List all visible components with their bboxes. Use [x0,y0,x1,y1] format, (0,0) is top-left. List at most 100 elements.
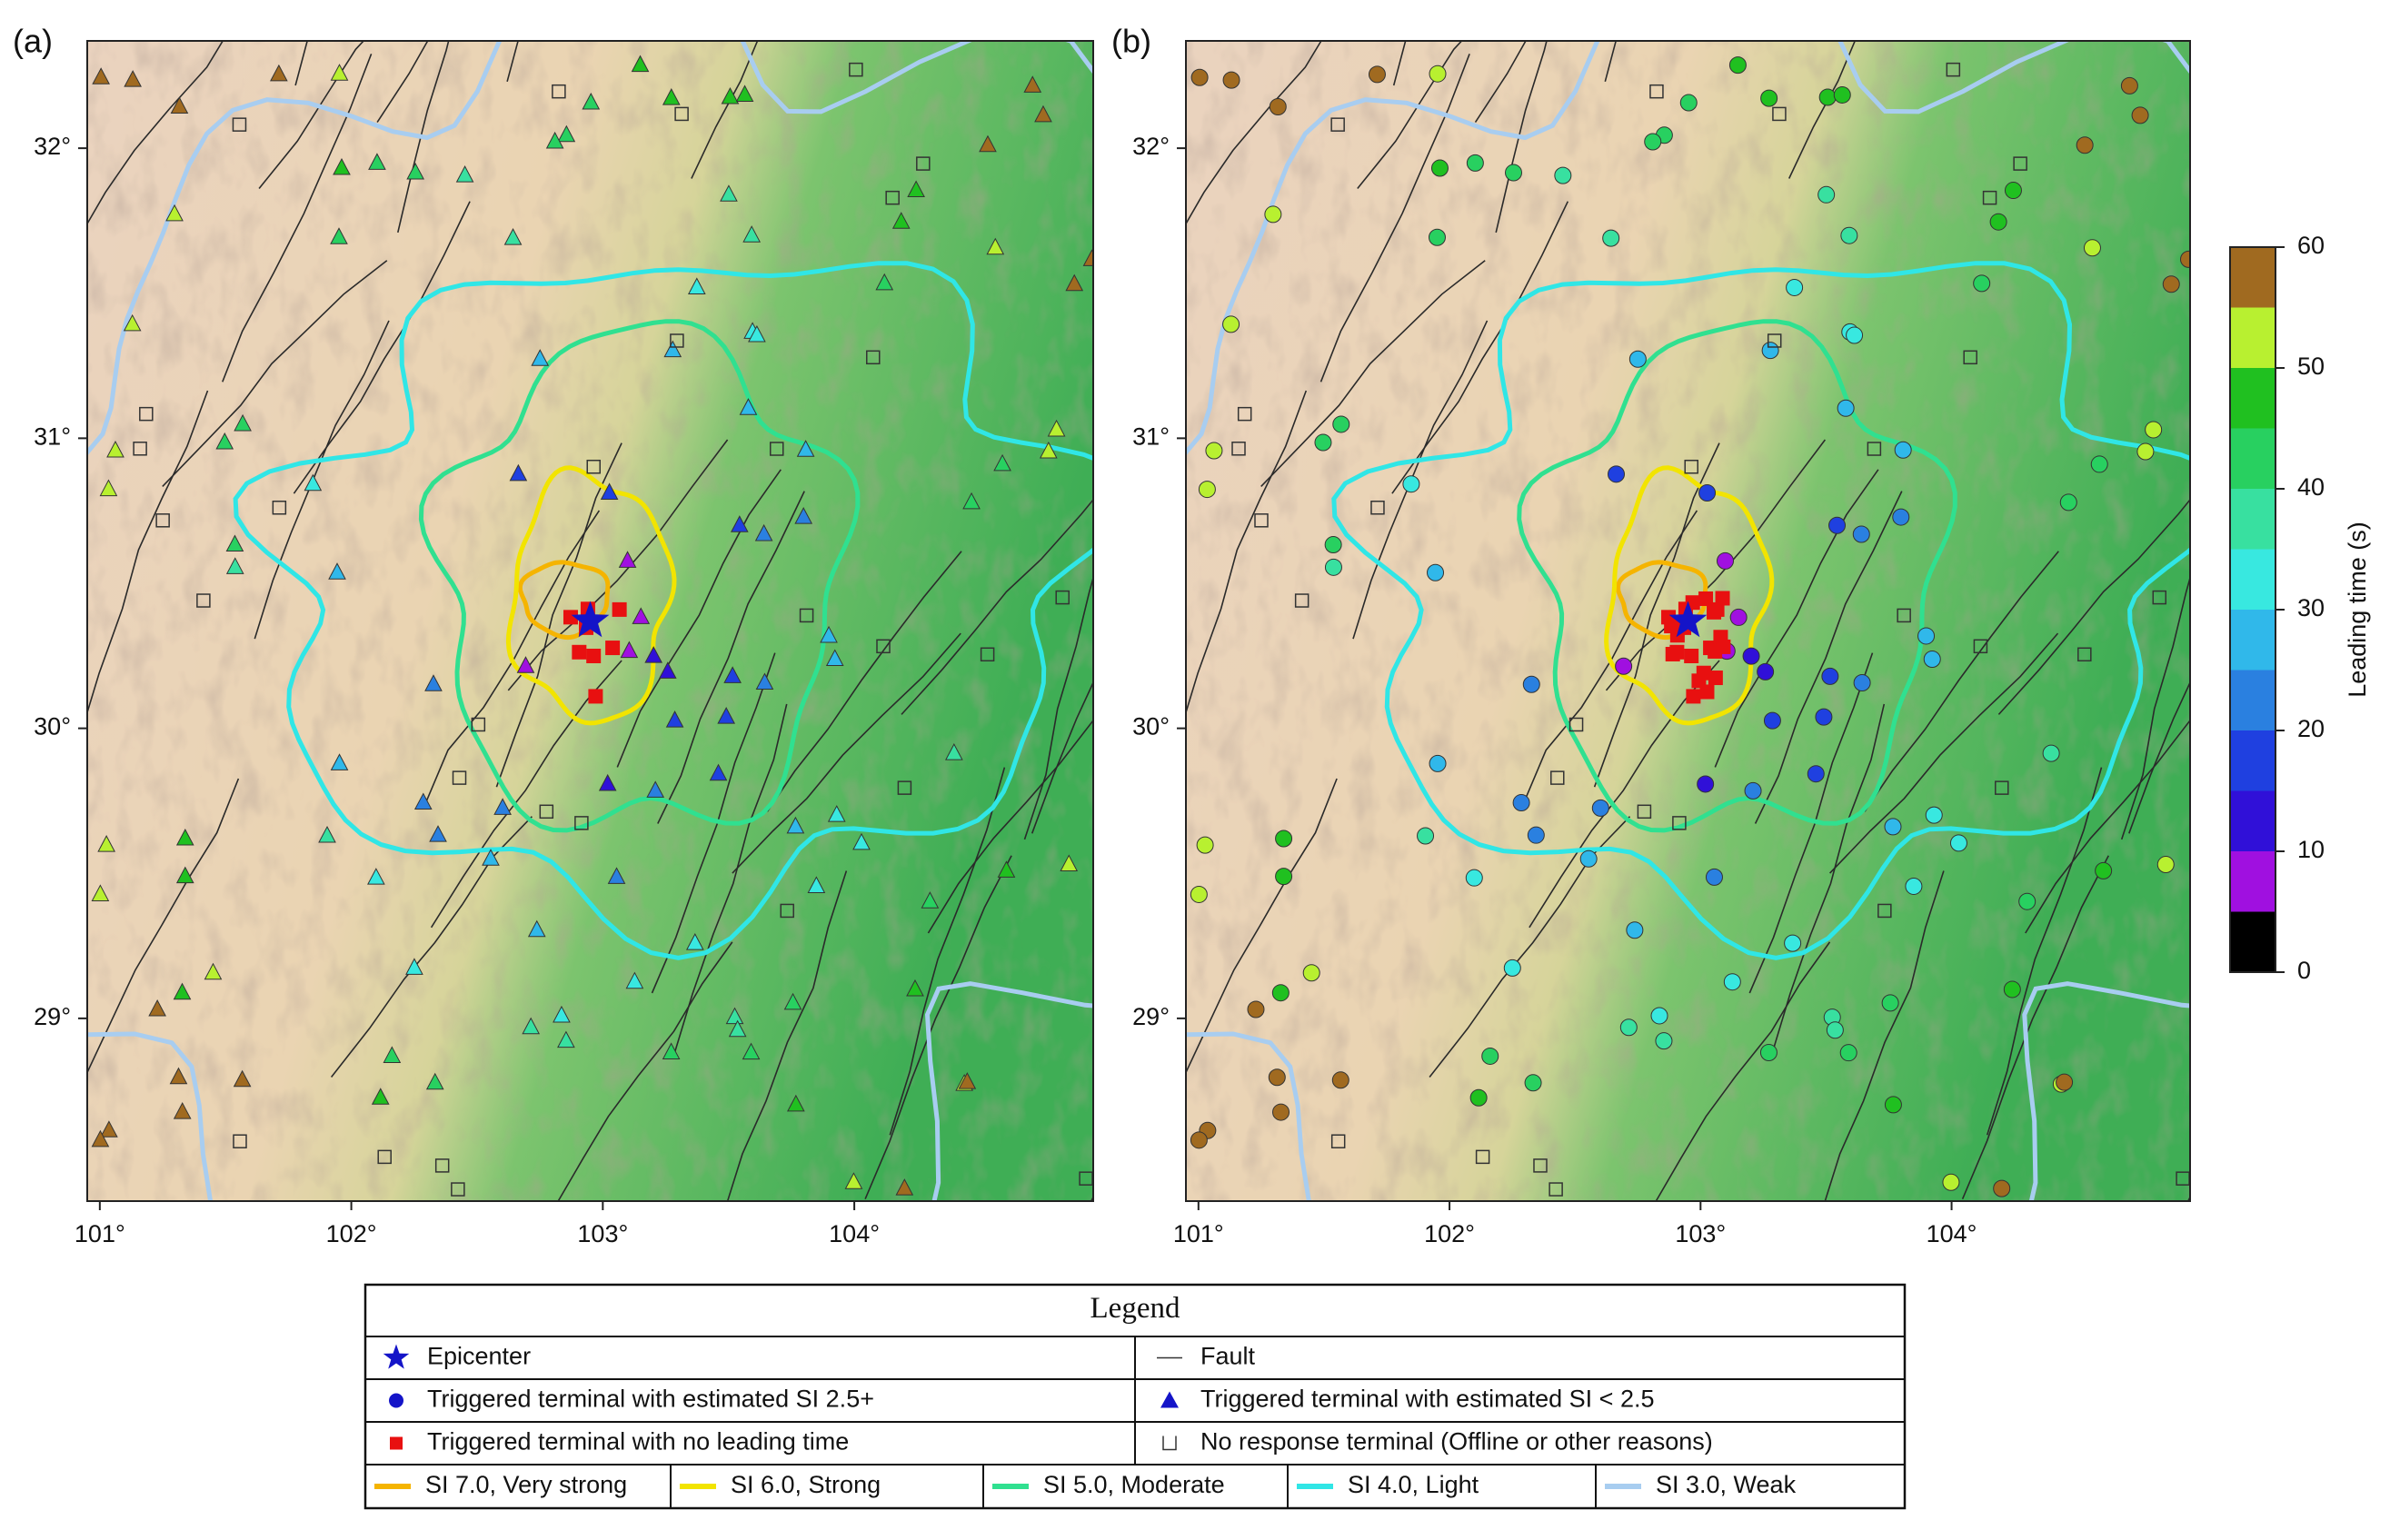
station [721,86,740,104]
station-offline [1897,608,1911,623]
station [1826,1021,1844,1039]
legend-symbol [390,1436,403,1450]
station [429,825,447,842]
station [1626,921,1644,939]
station [333,157,351,175]
station [1628,350,1647,368]
station [1417,827,1435,845]
station [91,884,110,901]
station [1402,475,1420,493]
station-offline [1767,333,1782,348]
station-no-time [1708,643,1723,659]
colorbar-tick-label: 50 [2297,353,2325,380]
station [509,463,528,482]
station [2095,861,2113,879]
station [1697,775,1715,793]
fault [430,660,622,929]
legend-symbol [1162,1436,1177,1451]
fault [376,41,429,124]
station-offline [552,84,566,99]
station-no-time [572,644,587,660]
fault [1997,498,2190,715]
station [1821,667,1839,685]
colorbar-segment [2230,670,2275,730]
station-offline [916,156,931,171]
station-offline [539,804,554,820]
station [2018,892,2036,910]
lat-tick-label: 30° [34,713,71,740]
station [1949,834,1967,852]
station [717,707,736,724]
fault [1023,575,1093,840]
fault [657,491,805,824]
si-contour [233,261,1093,960]
station [413,792,433,810]
station [1466,154,1484,172]
station-offline [2152,590,2167,605]
station [175,828,194,846]
station [330,64,349,81]
legend-label: Triggered terminal with estimated SI < 2… [1200,1386,1654,1413]
fault [726,870,848,1201]
colorbar-tick-label: 40 [2297,473,2325,501]
station [1331,1071,1349,1089]
station [2042,744,2060,762]
station [600,482,619,501]
colorbar-tick-label: 60 [2297,232,2325,259]
legend-label: No response terminal (Offline or other r… [1200,1428,1713,1456]
station [169,1067,188,1085]
station-no-time [1698,591,1714,606]
station-offline [574,816,589,830]
lon-tick-label: 104° [1927,1220,1977,1247]
station [124,70,142,87]
lon-tick-label: 103° [577,1220,628,1247]
station-no-time [1715,591,1730,606]
station [1728,56,1747,75]
station [786,816,805,834]
fault [1260,260,1486,487]
station [735,84,754,102]
station [1905,877,1923,895]
station-offline [1294,593,1310,608]
station [825,649,844,667]
station [852,832,871,850]
station [1784,934,1802,952]
station-offline [1231,442,1246,456]
station-offline [799,608,814,623]
colorbar-segment [2230,428,2275,489]
station [1082,249,1093,266]
station [383,1046,402,1063]
fault [1593,442,1720,788]
station [1942,1173,1960,1191]
station-offline [849,62,863,77]
station [662,1042,681,1059]
lat-tick-label: 29° [1132,1003,1170,1030]
fault [162,260,388,487]
station [2156,856,2175,874]
lat-tick-label: 32° [1132,133,1170,160]
station [1503,959,1521,977]
colorbar-segment [2230,307,2275,368]
station [1615,657,1633,675]
fault [222,54,373,383]
station [2059,493,2077,512]
station [2136,442,2155,461]
station [1039,441,1058,459]
legend-label: SI 4.0, Light [1348,1471,1479,1498]
station [1989,213,2007,231]
station [557,124,576,143]
station [1527,826,1545,844]
station-no-time [1708,671,1723,686]
fault [2128,681,2190,834]
station-offline [780,903,794,919]
station [685,933,704,950]
station [405,958,423,975]
fault [1714,469,1879,768]
colorbar-segment [2230,549,2275,610]
station [1591,799,1609,817]
fault [1824,870,1945,1201]
fault [1186,390,1308,715]
station [318,825,336,843]
station [742,1042,761,1060]
